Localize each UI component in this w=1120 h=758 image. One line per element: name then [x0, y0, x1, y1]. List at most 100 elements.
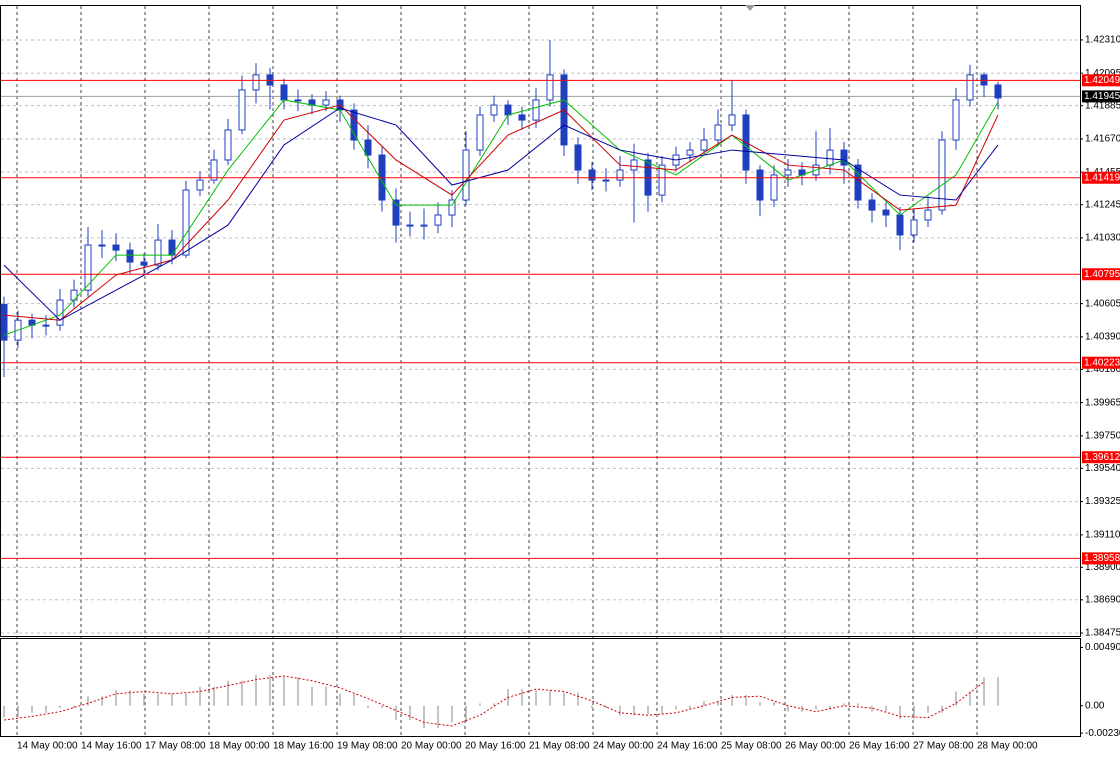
candle-body [868, 199, 876, 211]
candle-body [784, 169, 792, 176]
level-label: 1.40795 [1084, 269, 1120, 280]
x-tick-label: 20 May 00:00 [401, 741, 462, 752]
x-tick-label: 25 May 08:00 [721, 741, 782, 752]
current-price-label: 1.41945 [1084, 91, 1120, 102]
candle-body [252, 74, 260, 91]
candle-body [392, 199, 400, 226]
candle-body [406, 224, 414, 227]
candle-body [420, 224, 428, 227]
candle-body [532, 99, 540, 121]
level-label-box [1082, 268, 1120, 281]
x-tick-label: 26 May 00:00 [785, 741, 846, 752]
x-tick-label: 17 May 08:00 [145, 741, 206, 752]
candle-body [238, 89, 246, 131]
candle-body [910, 219, 918, 236]
candle-body [924, 209, 932, 221]
candle-body [140, 261, 148, 266]
candle-body [42, 324, 50, 327]
candle-body [70, 289, 78, 301]
candle-body [546, 74, 554, 101]
level-label: 1.41419 [1084, 172, 1120, 183]
candle-body [448, 199, 456, 216]
candle-body [994, 84, 1002, 99]
candle-body [700, 139, 708, 151]
level-label-box [1082, 74, 1120, 87]
candle-body [168, 239, 176, 256]
sub-panel [0, 638, 1081, 737]
x-tick-label: 27 May 08:00 [913, 741, 974, 752]
y-tick-label: 0.00 [1085, 700, 1105, 711]
y-tick-label: 1.40605 [1085, 298, 1120, 309]
candle-body [602, 179, 610, 182]
candle-body [210, 159, 218, 181]
candle-body [182, 189, 190, 256]
candle-body [294, 99, 302, 102]
x-tick-label: 20 May 16:00 [465, 741, 526, 752]
candle-body [98, 244, 106, 247]
candle-body [938, 139, 946, 211]
level-label-box [1082, 552, 1120, 565]
current-price-box [1082, 90, 1120, 103]
moving-average [3, 107, 999, 321]
candle-body [350, 109, 358, 141]
candle-body [126, 249, 134, 263]
candle-body [224, 129, 232, 161]
candle-body [518, 114, 526, 121]
candle-body [434, 214, 442, 226]
candle-body [686, 149, 694, 156]
candle-body [588, 169, 596, 181]
level-label: 1.39612 [1084, 452, 1120, 463]
y-tick-label: 1.40180 [1085, 364, 1120, 375]
level-label: 1.38958 [1084, 553, 1120, 564]
y-tick-label: -0.002307 [1085, 728, 1120, 739]
candle-body [280, 84, 288, 101]
candle-body [364, 139, 372, 156]
candle-body [196, 179, 204, 191]
candle-body [952, 99, 960, 141]
level-label-box [1082, 356, 1120, 369]
candle-body [504, 104, 512, 116]
x-tick-label: 26 May 16:00 [849, 741, 910, 752]
level-label-box [1082, 451, 1120, 464]
candle-body [728, 114, 736, 126]
candle-body [112, 244, 120, 251]
x-tick-label: 18 May 00:00 [209, 741, 270, 752]
x-tick-label: 14 May 16:00 [81, 741, 142, 752]
candle-body [616, 169, 624, 181]
candle-body [476, 114, 484, 151]
x-tick-label: 14 May 00:00 [17, 741, 78, 752]
y-tick-label: 1.41245 [1085, 199, 1120, 210]
candle-body [84, 244, 92, 291]
x-tick-label: 21 May 08:00 [529, 741, 590, 752]
candle-body [0, 303, 8, 341]
candle-body [966, 74, 974, 101]
x-tick-label: 28 May 00:00 [977, 741, 1038, 752]
y-tick-label: 1.38475 [1085, 628, 1120, 639]
candle-body [826, 149, 834, 166]
signal-line [3, 675, 985, 727]
y-tick-label: 1.40390 [1085, 332, 1120, 343]
y-tick-label: 1.38690 [1085, 594, 1120, 605]
y-tick-label: 1.39540 [1085, 463, 1120, 474]
candle-body [56, 299, 64, 326]
candle-body [322, 99, 330, 106]
y-tick-label: 1.42095 [1085, 68, 1120, 79]
x-tick-label: 24 May 00:00 [593, 741, 654, 752]
y-tick-label: 1.39110 [1085, 529, 1120, 540]
level-label: 1.40223 [1084, 357, 1120, 368]
candle-body [756, 169, 764, 201]
shift-marker [745, 5, 755, 11]
candle-body [882, 209, 890, 216]
candle-body [770, 174, 778, 201]
candle-body [630, 159, 638, 171]
y-tick-label: 1.39325 [1085, 496, 1120, 507]
y-tick-label: 1.41885 [1085, 100, 1120, 111]
y-tick-label: 1.41670 [1085, 134, 1120, 145]
y-tick-label: 1.41030 [1085, 233, 1120, 244]
y-tick-label: 1.38900 [1085, 562, 1120, 573]
candle-body [462, 149, 470, 201]
x-tick-label: 19 May 08:00 [337, 741, 398, 752]
candle-body [574, 144, 582, 171]
